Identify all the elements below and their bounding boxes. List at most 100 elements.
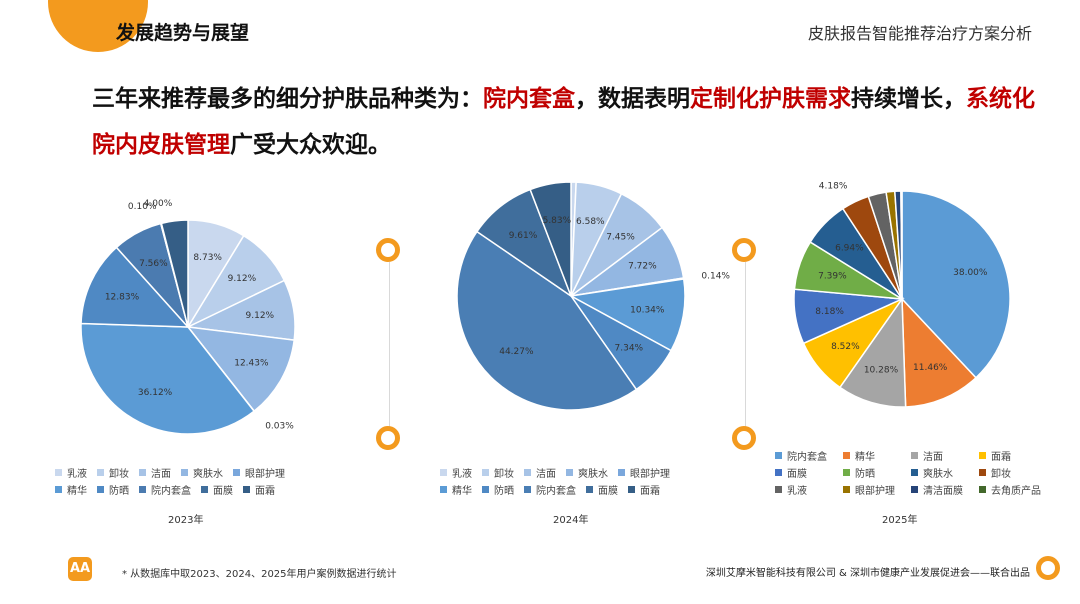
headline-highlight: 系统化院内皮肤管理 <box>92 86 1035 158</box>
legend-label: 洁面 <box>151 469 171 480</box>
legend-label: 精华 <box>452 486 472 497</box>
legend-swatch <box>775 469 782 476</box>
data-label: 10.28% <box>864 365 899 375</box>
legend-swatch <box>97 469 104 476</box>
legend-swatch <box>440 486 447 493</box>
divider-line <box>745 262 746 437</box>
pie-chart-2025: 38.00% 11.46% 10.28% 8.52% 8.18% 7.39% 6.94% 4.… <box>793 180 1011 408</box>
legend-swatch <box>482 486 489 493</box>
footnote: * 从数据库中取2023、2024、2025年用户案例数据进行统计 <box>122 569 397 580</box>
data-label: 8.73% <box>193 253 222 263</box>
legend-label: 院内套盒 <box>151 486 191 497</box>
legend-label: 精华 <box>855 452 875 463</box>
legend-label: 眼部护理 <box>245 469 285 480</box>
legend-label: 防晒 <box>855 469 875 480</box>
legend-swatch <box>55 486 62 493</box>
legend-swatch <box>55 469 62 476</box>
legend-label: 眼部护理 <box>630 469 670 480</box>
data-label: 7.45% <box>606 232 635 242</box>
headline-highlight: 院内套盒 <box>483 86 575 112</box>
legend-label: 面膜 <box>787 469 807 480</box>
legend-swatch <box>628 486 635 493</box>
legend-label: 洁面 <box>923 452 943 463</box>
report-title: 皮肤报告智能推荐治疗方案分析 <box>807 24 1032 43</box>
legend-label: 面膜 <box>598 486 618 497</box>
legend-swatch <box>843 486 850 493</box>
legend-item: 洁面 <box>139 465 171 480</box>
pie-chart-2024: 0.72%6.58%7.45%7.72%0.14%10.34%7.34%44.2… <box>456 181 730 411</box>
pie-slice <box>160 219 189 328</box>
data-label: 36.12% <box>138 388 173 398</box>
legend-item: 眼部护理 <box>618 465 670 480</box>
chart-legend-2024: 乳液 卸妆 洁面 爽肤水 眼部护理 精华 防晒 院内套盒 面膜 面霜 <box>440 464 680 498</box>
legend-label: 乳液 <box>787 486 807 497</box>
legend-label: 爽肤水 <box>923 469 953 480</box>
legend-label: 洁面 <box>536 469 556 480</box>
legend-item: 面霜 <box>628 482 660 497</box>
legend-label: 乳液 <box>67 469 87 480</box>
headline: 三年来推荐最多的细分护肤品种类为：院内套盒，数据表明定制化护肤需求持续增长，系统… <box>92 76 1042 168</box>
legend-item: 卸妆 <box>482 465 514 480</box>
pie-slice <box>568 278 686 352</box>
credits: 深圳艾摩米智能科技有限公司 & 深圳市健康产业发展促进会——联合出品 <box>705 568 1030 579</box>
legend-item: 面霜 <box>243 482 275 497</box>
legend-swatch <box>911 486 918 493</box>
data-label: 11.46% <box>913 363 948 373</box>
legend-swatch <box>843 469 850 476</box>
data-label: 6.94% <box>835 244 864 254</box>
legend-swatch <box>233 469 240 476</box>
legend-label: 院内套盒 <box>536 486 576 497</box>
pie-chart-2023: 8.73% 9.12% 9.12% 12.43% 0.03% 36.12% 12.83% 7.… <box>80 199 296 435</box>
legend-label: 面霜 <box>640 486 660 497</box>
legend-item: 去角质产品 <box>979 482 1041 497</box>
legend-item: 眼部护理 <box>233 465 285 480</box>
legend-label: 防晒 <box>109 486 129 497</box>
legend-swatch <box>775 486 782 493</box>
pie-slice <box>80 246 190 328</box>
data-label: 0.10% <box>128 202 157 212</box>
legend-item: 乳液 <box>440 465 472 480</box>
legend-item: 洁面 <box>524 465 556 480</box>
legend-label: 面霜 <box>255 486 275 497</box>
data-label: 9.61% <box>509 231 538 241</box>
legend-item: 卸妆 <box>97 465 129 480</box>
pie-slice <box>529 181 572 297</box>
legend-label: 爽肤水 <box>578 469 608 480</box>
legend-item: 精华 <box>55 482 87 497</box>
legend-swatch <box>775 452 782 459</box>
legend-item: 防晒 <box>97 482 129 497</box>
legend-item: 面霜 <box>979 448 1037 463</box>
legend-label: 乳液 <box>452 469 472 480</box>
legend-label: 面霜 <box>991 452 1011 463</box>
legend-item: 防晒 <box>843 465 901 480</box>
legend-item: 卸妆 <box>979 465 1037 480</box>
legend-swatch <box>843 452 850 459</box>
data-label: 44.27% <box>499 347 534 357</box>
chart-title-2025: 2025年 <box>882 515 918 526</box>
legend-item: 面膜 <box>201 482 233 497</box>
data-label: 9.12% <box>246 311 275 321</box>
data-label: 4.18% <box>819 181 848 191</box>
chart-legend-2025: 院内套盒 精华 洁面 面霜面膜 防晒 爽肤水 卸妆乳液 眼部护理 清洁面膜 去角质产品 <box>775 447 1051 498</box>
chart-legend-2023: 乳液 卸妆 洁面 爽肤水 眼部护理精华 防晒 院内套盒 面膜 面霜 <box>55 464 295 498</box>
legend-swatch <box>139 469 146 476</box>
legend-swatch <box>586 486 593 493</box>
legend-item: 院内套盒 <box>139 482 191 497</box>
data-label: 0.03% <box>265 421 294 431</box>
legend-item: 院内套盒 <box>524 482 576 497</box>
legend-label: 卸妆 <box>991 469 1011 480</box>
legend-item: 眼部护理 <box>843 482 901 497</box>
legend-label: 去角质产品 <box>991 486 1041 497</box>
data-label: 7.34% <box>615 344 644 354</box>
pie-slice <box>901 190 1011 379</box>
data-label: 2.69% <box>844 180 873 182</box>
pie-slice <box>80 322 256 435</box>
legend-item: 乳液 <box>775 482 833 497</box>
legend-label: 清洁面膜 <box>923 486 963 497</box>
company-logo: AA <box>68 557 92 581</box>
legend-label: 院内套盒 <box>787 452 827 463</box>
data-label: 10.34% <box>630 306 665 316</box>
legend-item: 面膜 <box>775 465 833 480</box>
legend-swatch <box>139 486 146 493</box>
legend-item: 爽肤水 <box>181 465 223 480</box>
